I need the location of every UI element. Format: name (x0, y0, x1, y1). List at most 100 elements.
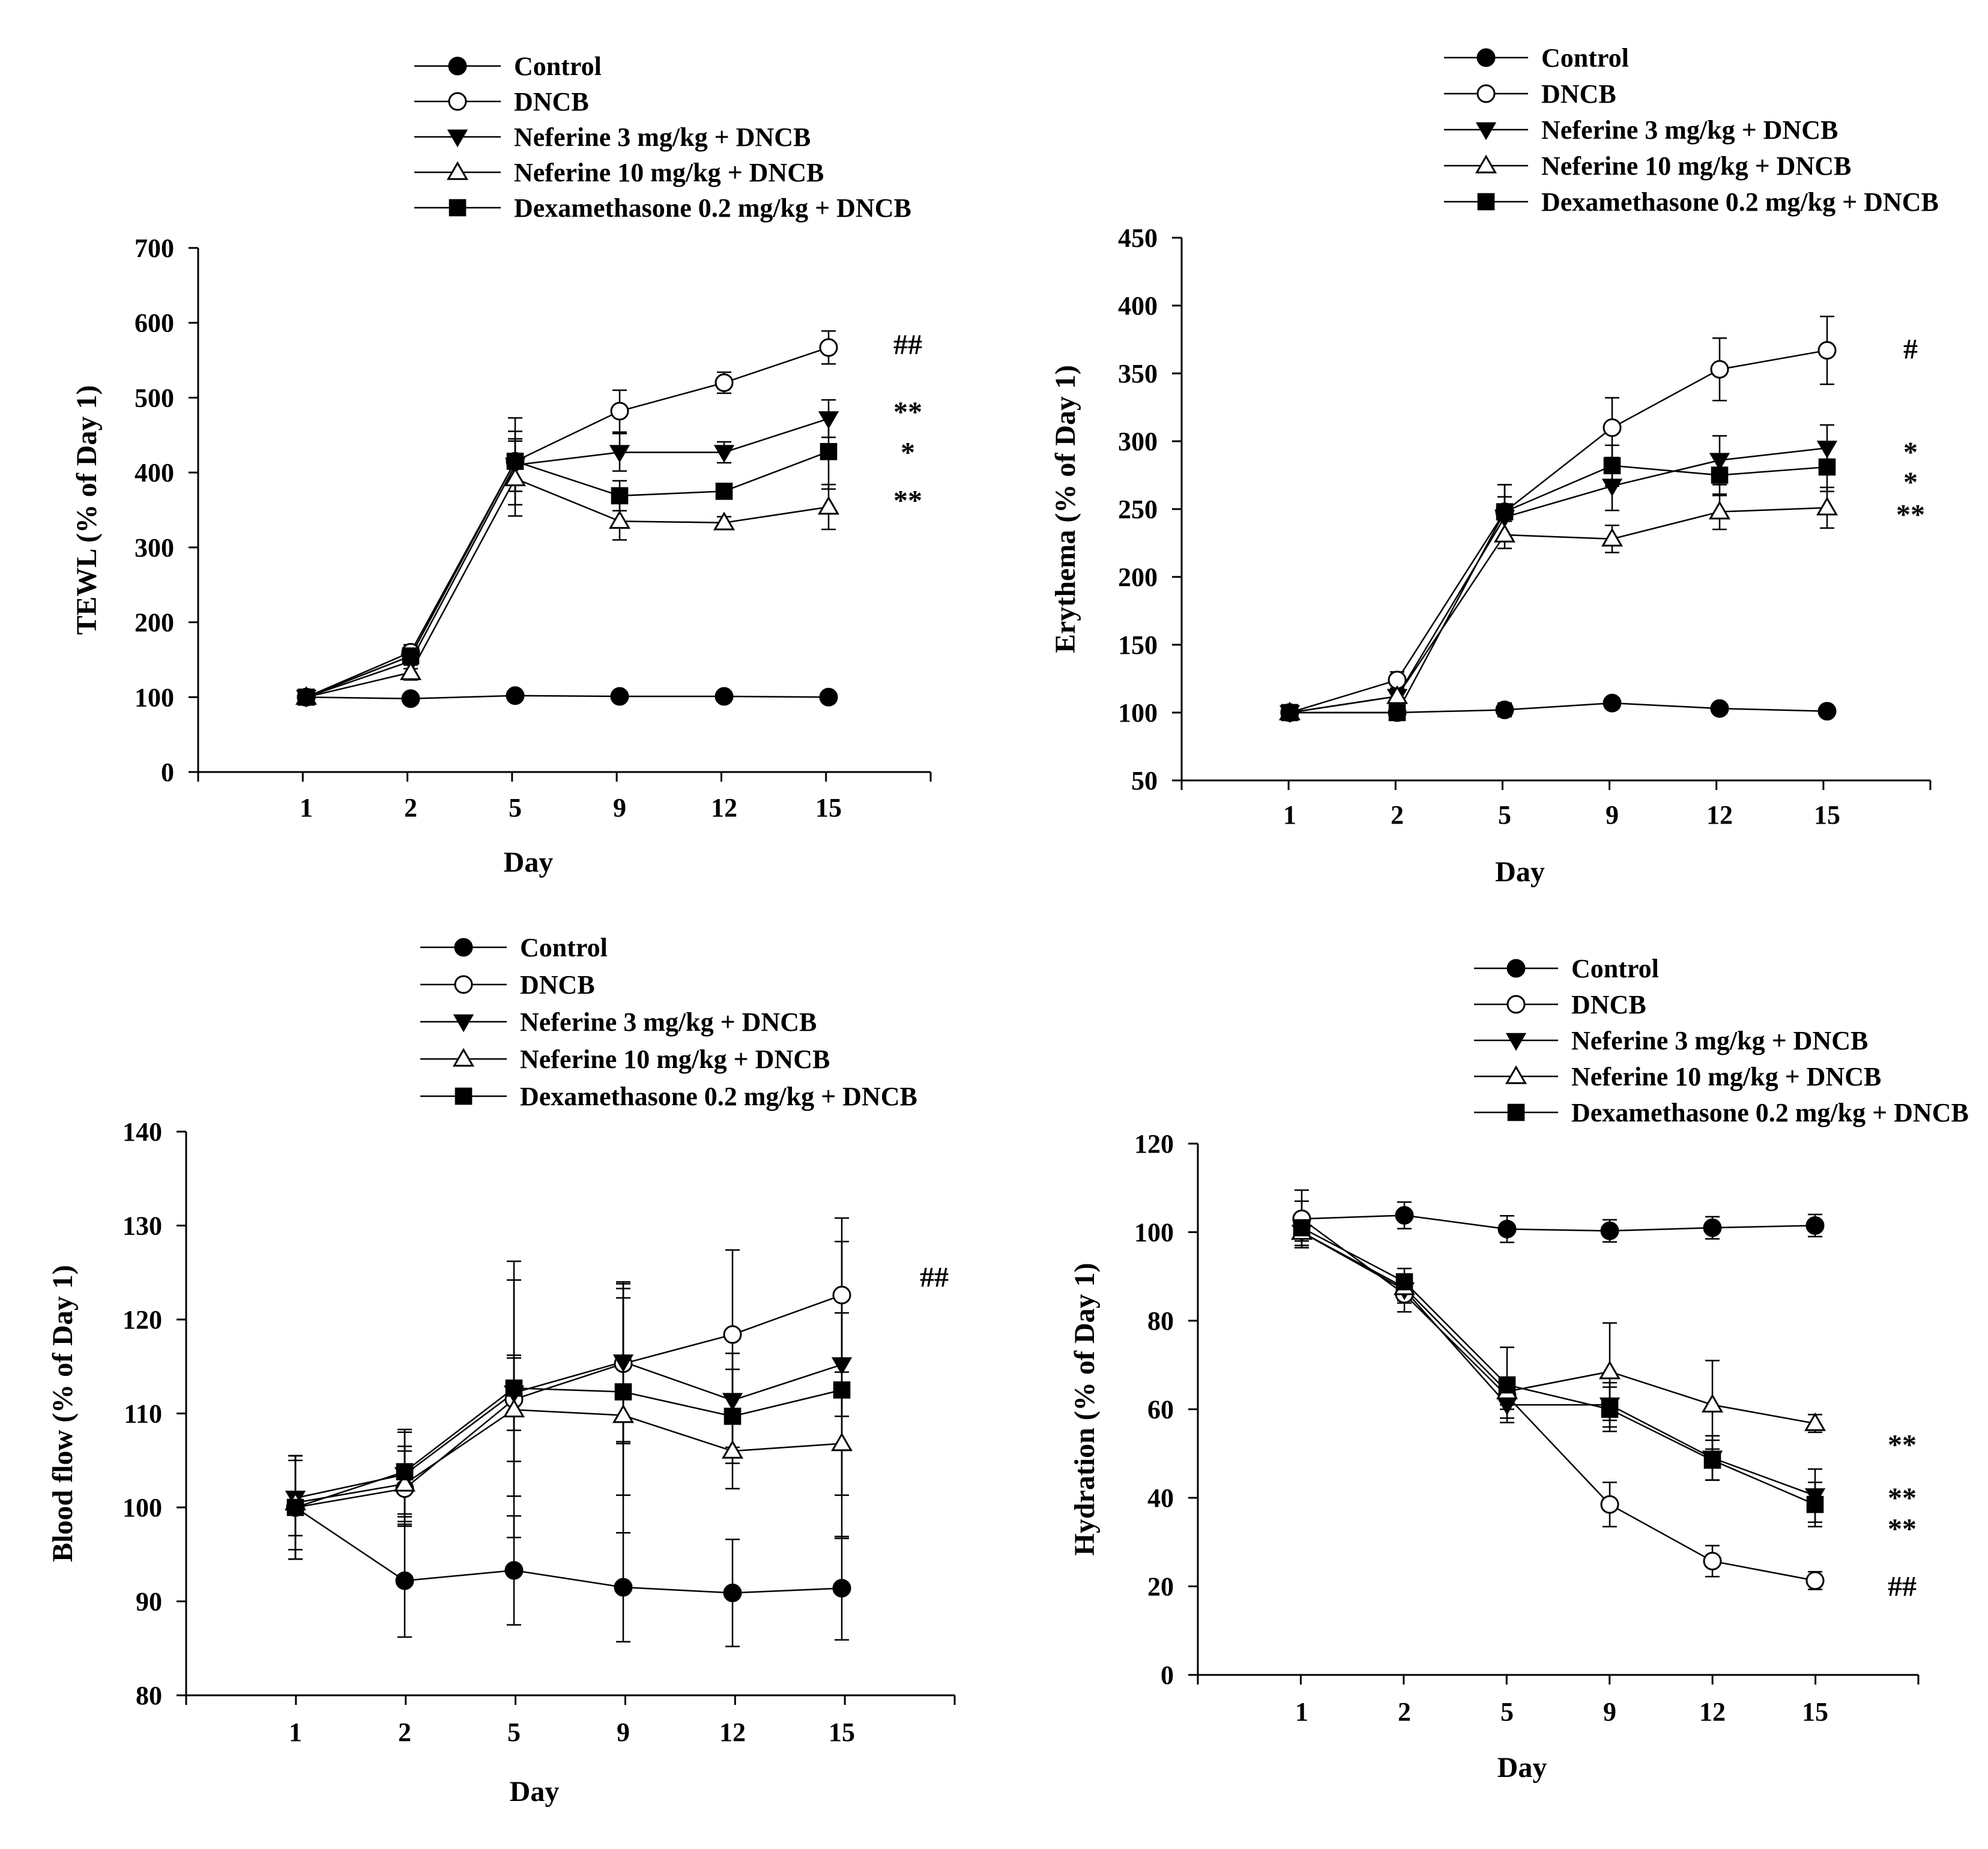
y-tick-label: 40 (1147, 1483, 1174, 1513)
points-dexamethasone (1281, 457, 1836, 722)
data-point (1817, 341, 1837, 360)
data-point (506, 686, 525, 705)
x-tick-label: 15 (1814, 800, 1840, 830)
legend-marker (447, 129, 468, 148)
legend-item-neferine-10: Neferine 10 mg/kg + DNCB (1474, 1062, 1881, 1091)
legend: Control DNCB Neferine 3 mg/kg + DNCB Neferi… (1474, 954, 1969, 1127)
data-point (1600, 1495, 1619, 1514)
y-tick-label: 20 (1147, 1572, 1174, 1602)
y-tick-label: 100 (1118, 698, 1158, 728)
series-line (306, 346, 829, 698)
x-tick-label: 15 (815, 793, 842, 822)
significance-annotation: ** (1888, 1482, 1917, 1514)
data-point (1711, 466, 1729, 484)
y-tick-label: 350 (1118, 359, 1158, 388)
x-tick-label: 2 (398, 1718, 411, 1747)
legend: Control DNCB Neferine 3 mg/kg + DNCB Neferi… (1444, 43, 1939, 217)
data-point (1816, 496, 1838, 516)
series-line (1301, 1214, 1816, 1232)
legend-marker (1505, 1065, 1527, 1084)
y-tick-label: 60 (1147, 1395, 1174, 1425)
legend-label: Dexamethasone 0.2 mg/kg + DNCB (520, 1082, 917, 1111)
data-point (723, 1325, 742, 1344)
x-tick-label: 1 (289, 1718, 302, 1747)
data-point (1601, 528, 1624, 547)
legend-label: Dexamethasone 0.2 mg/kg + DNCB (1541, 187, 1939, 217)
significance-annotation: ** (1888, 1513, 1917, 1545)
data-point (504, 1561, 524, 1580)
y-tick-label: 120 (1134, 1129, 1174, 1159)
data-point (1493, 523, 1516, 543)
data-point (817, 496, 840, 515)
y-axis-label: Hydration (% of Day 1) (1069, 1263, 1101, 1556)
data-point (395, 1571, 414, 1590)
x-tick-label: 1 (300, 793, 313, 822)
series-dncb (299, 330, 836, 701)
data-point (1806, 1495, 1824, 1513)
y-tick-label: 0 (161, 758, 174, 787)
x-tick-label: 1 (1295, 1697, 1308, 1727)
data-point (1293, 1219, 1311, 1237)
legend-marker (446, 161, 469, 180)
significance-annotation: ## (893, 329, 922, 361)
points-dncb (1292, 1209, 1825, 1590)
legend-item-dexamethasone: Dexamethasone 0.2 mg/kg + DNCB (414, 193, 911, 223)
x-tick-label: 15 (1802, 1697, 1828, 1727)
data-point (715, 373, 734, 392)
series-line (1289, 507, 1828, 714)
legend-item-control: Control (420, 933, 608, 962)
series-line (1289, 349, 1828, 714)
data-point (401, 689, 420, 708)
y-tick-label: 0 (1161, 1660, 1174, 1690)
points-neferine-10 (1290, 1221, 1826, 1431)
series-dexamethasone (288, 1240, 849, 1560)
x-tick-label: 9 (613, 793, 626, 822)
legend-marker (1476, 84, 1496, 103)
x-tick-label: 5 (1500, 1697, 1514, 1727)
data-point (724, 1407, 742, 1425)
x-axis-label: Day (510, 1776, 560, 1808)
legend-marker (1476, 48, 1496, 67)
legend: Control DNCB Neferine 3 mg/kg + DNCB Neferi… (414, 52, 911, 223)
data-point (1603, 457, 1621, 474)
legend-item-dncb: DNCB (1474, 990, 1646, 1019)
data-point (505, 1379, 523, 1397)
y-tick-label: 400 (1118, 291, 1158, 321)
legend-label: Neferine 3 mg/kg + DNCB (520, 1007, 817, 1037)
series-line (306, 695, 829, 700)
series-line (1290, 702, 1828, 714)
data-point (1603, 693, 1622, 713)
legend: Control DNCB Neferine 3 mg/kg + DNCB Neferi… (420, 933, 917, 1111)
data-point (1805, 1571, 1825, 1590)
data-point (393, 1473, 416, 1492)
series-neferine-3 (299, 399, 836, 701)
data-point (297, 688, 315, 706)
data-point (1817, 702, 1837, 721)
data-point (1498, 1376, 1516, 1394)
legend-label: Dexamethasone 0.2 mg/kg + DNCB (1571, 1098, 1969, 1127)
series-neferine-3 (1295, 1218, 1822, 1523)
y-tick-label: 80 (1147, 1306, 1174, 1336)
series-line (1301, 1231, 1816, 1497)
legend-item-neferine-10: Neferine 10 mg/kg + DNCB (414, 158, 824, 187)
y-tick-label: 200 (1118, 563, 1158, 592)
y-tick-label: 200 (134, 608, 174, 638)
legend-item-neferine-3: Neferine 3 mg/kg + DNCB (414, 122, 811, 152)
data-point (614, 1383, 632, 1401)
y-tick-label: 100 (134, 683, 174, 712)
points-dexamethasone (1293, 1219, 1824, 1513)
x-tick-label: 12 (711, 793, 737, 822)
legend-label: DNCB (1541, 79, 1616, 109)
legend-marker (1507, 1103, 1525, 1121)
data-point (1395, 1273, 1413, 1291)
points-neferine-3 (1279, 441, 1838, 723)
legend-item-dexamethasone: Dexamethasone 0.2 mg/kg + DNCB (420, 1082, 917, 1111)
series-line (306, 451, 829, 698)
